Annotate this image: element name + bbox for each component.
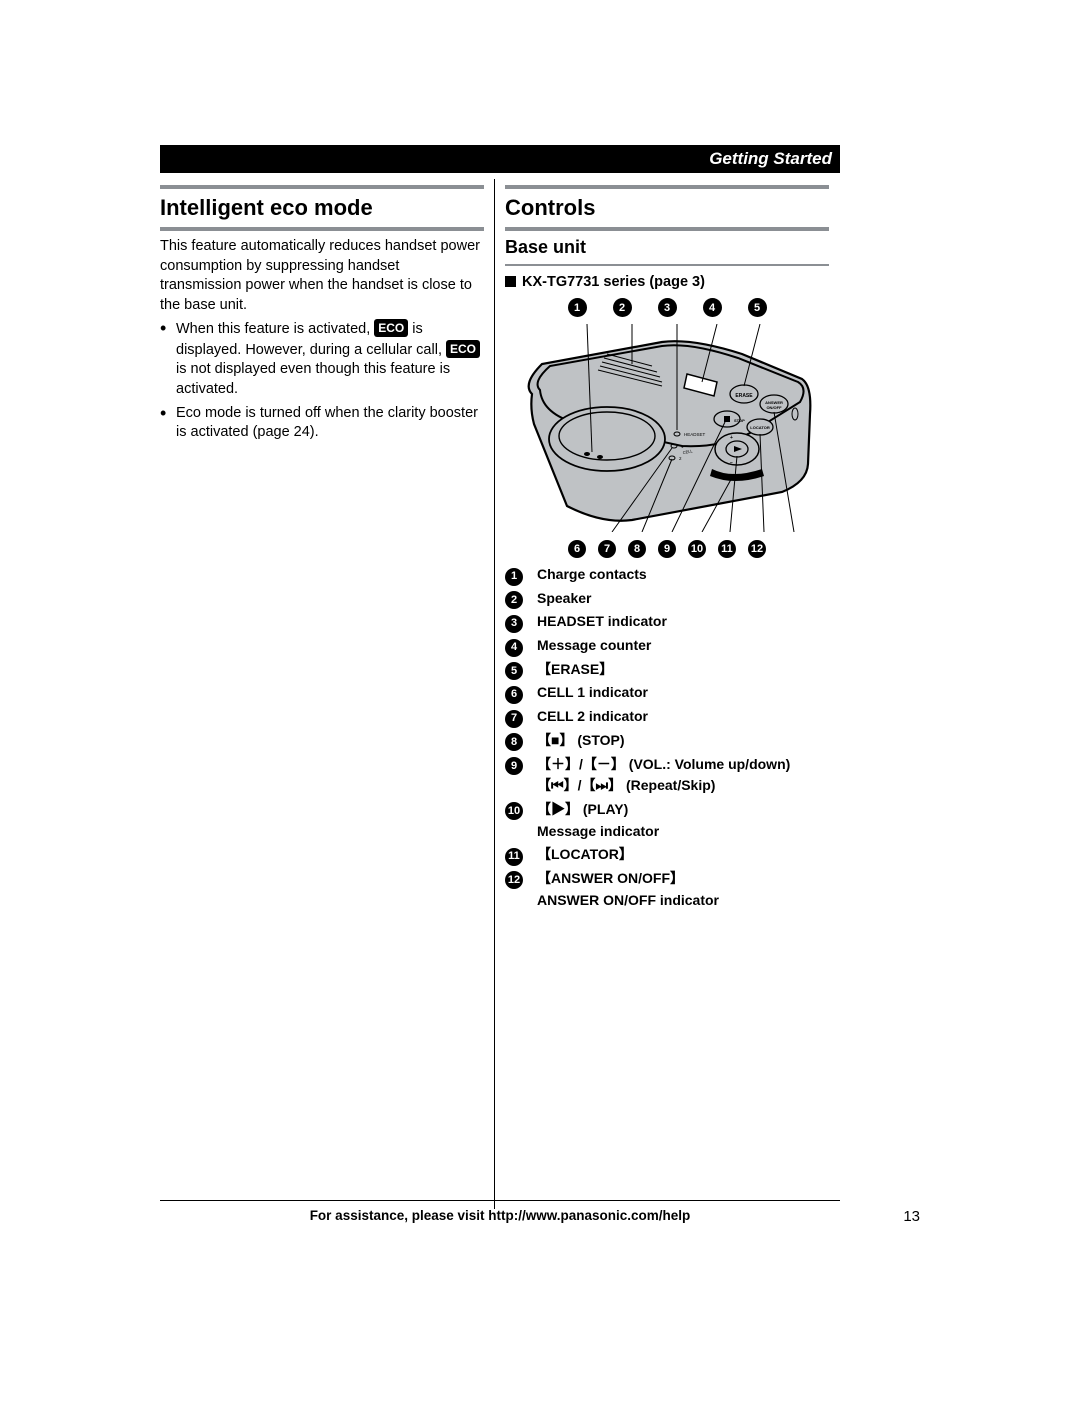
- legend-row: 1 Charge contacts: [505, 564, 829, 586]
- legend-label: 【ERASE】: [537, 659, 829, 681]
- eco-bullet-2: Eco mode is turned off when the clarity …: [160, 404, 484, 443]
- legend-label: 【▶】 (PLAY): [537, 801, 628, 817]
- legend-row: 11 【LOCATOR】: [505, 844, 829, 866]
- legend-row: 10 【▶】 (PLAY) Message indicator: [505, 799, 829, 842]
- legend-row: 5 【ERASE】: [505, 659, 829, 681]
- controls-legend: 1 Charge contacts 2 Speaker 3 HEADSET in…: [505, 564, 829, 911]
- eco-mode-heading: Intelligent eco mode: [160, 195, 484, 221]
- legend-num: 4: [505, 639, 523, 657]
- legend-label: CELL 1 indicator: [537, 682, 829, 704]
- callout-number: 5: [748, 298, 767, 317]
- svg-text:HEADSET: HEADSET: [684, 432, 706, 437]
- left-column: Intelligent eco mode This feature automa…: [160, 179, 494, 1209]
- legend-num: 3: [505, 615, 523, 633]
- legend-label-2: 【⏮】/【⏭】 (Repeat/Skip): [537, 777, 715, 793]
- callout-number: 9: [658, 540, 676, 558]
- legend-num: 11: [505, 848, 523, 866]
- eco-bullet-1: When this feature is activated, ECO is d…: [160, 319, 484, 399]
- svg-text:LOCATOR: LOCATOR: [750, 425, 770, 430]
- rule: [505, 264, 829, 266]
- rule: [505, 227, 829, 231]
- eco-intro: This feature automatically reduces hands…: [160, 237, 484, 315]
- callout-row-top: 1 2 3 4 5: [512, 298, 822, 317]
- svg-text:+: +: [730, 435, 733, 441]
- legend-num: 12: [505, 871, 523, 889]
- rule: [160, 227, 484, 231]
- legend-num: 5: [505, 662, 523, 680]
- text: When this feature is activated,: [176, 321, 374, 337]
- legend-label: HEADSET indicator: [537, 611, 829, 633]
- legend-row: 8 【■】 (STOP): [505, 730, 829, 752]
- section-title: Getting Started: [709, 149, 832, 169]
- legend-label: CELL 2 indicator: [537, 706, 829, 728]
- legend-label: 【■】 (STOP): [537, 730, 829, 752]
- eco-badge-icon: ECO: [446, 340, 480, 358]
- legend-row: 7 CELL 2 indicator: [505, 706, 829, 728]
- callout-row-bottom: 6 7 8 9 10 11 12: [512, 540, 822, 558]
- legend-row: 3 HEADSET indicator: [505, 611, 829, 633]
- svg-text:ERASE: ERASE: [735, 393, 753, 399]
- legend-num: 2: [505, 591, 523, 609]
- section-header: Getting Started: [160, 145, 840, 173]
- legend-num: 10: [505, 802, 523, 820]
- right-column: Controls Base unit KX-TG7731 series (pag…: [495, 179, 829, 1209]
- two-column-layout: Intelligent eco mode This feature automa…: [160, 179, 840, 1209]
- rule: [505, 185, 829, 189]
- legend-label: 【ANSWER ON/OFF】: [537, 870, 684, 886]
- legend-num: 1: [505, 568, 523, 586]
- callout-number: 11: [718, 540, 736, 558]
- footer-rule: [160, 1200, 840, 1201]
- rule: [160, 185, 484, 189]
- eco-badge-icon: ECO: [374, 319, 408, 337]
- legend-label: Charge contacts: [537, 564, 829, 586]
- callout-number: 12: [748, 540, 766, 558]
- footer-assistance-text: For assistance, please visit http://www.…: [160, 1208, 840, 1223]
- svg-text:−: −: [730, 460, 733, 466]
- legend-label: 【LOCATOR】: [537, 844, 829, 866]
- callout-number: 2: [613, 298, 632, 317]
- callout-number: 1: [568, 298, 587, 317]
- legend-num: 9: [505, 757, 523, 775]
- text: is not displayed even though this featur…: [176, 361, 450, 397]
- legend-row: 4 Message counter: [505, 635, 829, 657]
- legend-row: 6 CELL 1 indicator: [505, 682, 829, 704]
- legend-num: 7: [505, 710, 523, 728]
- square-bullet-icon: [505, 276, 516, 287]
- legend-label: Speaker: [537, 588, 829, 610]
- base-unit-diagram: 1 2 3 4 5: [512, 298, 822, 558]
- series-text: KX-TG7731 series (page 3): [522, 274, 705, 290]
- legend-label-2: Message indicator: [537, 823, 659, 839]
- svg-text:STOP: STOP: [734, 418, 745, 423]
- base-unit-heading: Base unit: [505, 237, 829, 258]
- base-unit-svg: ERASE ANSWER ON/OFF STOP LOCATOR: [512, 324, 822, 532]
- callout-number: 10: [688, 540, 706, 558]
- callout-number: 3: [658, 298, 677, 317]
- controls-heading: Controls: [505, 195, 829, 221]
- legend-label: 【＋】/【－】 (VOL.: Volume up/down): [537, 756, 790, 772]
- callout-number: 4: [703, 298, 722, 317]
- callout-number: 8: [628, 540, 646, 558]
- series-line: KX-TG7731 series (page 3): [505, 274, 829, 290]
- svg-text:ON/OFF: ON/OFF: [766, 405, 782, 410]
- legend-row: 2 Speaker: [505, 588, 829, 610]
- eco-bullets: When this feature is activated, ECO is d…: [160, 319, 484, 442]
- legend-row: 12 【ANSWER ON/OFF】 ANSWER ON/OFF indicat…: [505, 868, 829, 911]
- legend-num: 6: [505, 686, 523, 704]
- legend-label: Message counter: [537, 635, 829, 657]
- legend-label-2: ANSWER ON/OFF indicator: [537, 892, 719, 908]
- callout-number: 7: [598, 540, 616, 558]
- legend-row: 9 【＋】/【－】 (VOL.: Volume up/down) 【⏮】/【⏭】…: [505, 754, 829, 797]
- callout-number: 6: [568, 540, 586, 558]
- page-number: 13: [903, 1208, 920, 1225]
- legend-num: 8: [505, 733, 523, 751]
